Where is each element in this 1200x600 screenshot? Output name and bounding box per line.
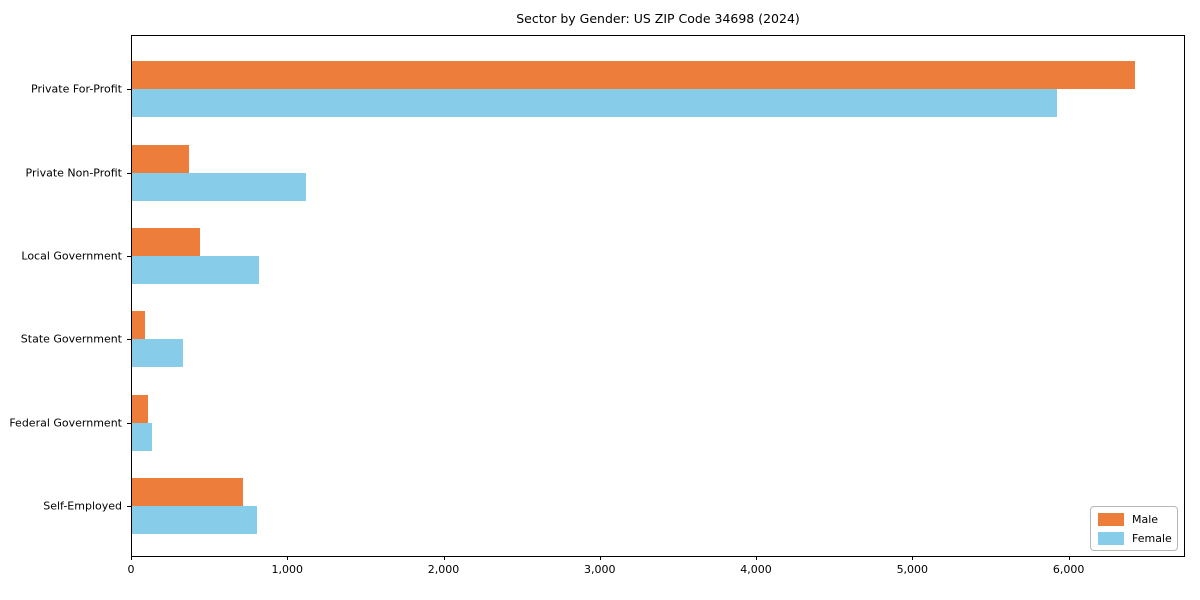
bar-female-private-for-profit: [132, 89, 1058, 118]
x-tick-mark: [131, 556, 132, 560]
x-tick-mark: [912, 556, 914, 560]
y-axis-label: Local Government: [21, 249, 122, 263]
legend-label-female: Female: [1132, 532, 1172, 545]
legend-item-female: Female: [1098, 531, 1172, 546]
y-axis-label: Private For-Profit: [31, 82, 122, 96]
x-tick-mark: [443, 556, 445, 560]
legend-swatch-female-icon: [1098, 532, 1124, 545]
bar-male-local-government: [132, 227, 200, 256]
legend-item-male: Male: [1098, 512, 1170, 527]
y-axis-label: Federal Government: [9, 416, 122, 430]
x-tick-label: 2,000: [427, 563, 460, 576]
bar-male-federal-government: [132, 394, 149, 423]
bar-male-private-for-profit: [132, 61, 1136, 90]
y-tick-mark: [127, 172, 131, 174]
bar-female-state-government: [132, 339, 183, 368]
x-tick-label: 6,000: [1052, 563, 1085, 576]
x-tick-label: 3,000: [584, 563, 616, 576]
bar-female-federal-government: [132, 422, 152, 451]
bar-male-private-non-profit: [132, 144, 189, 173]
y-tick-mark: [127, 339, 131, 341]
legend-label-male: Male: [1132, 513, 1159, 526]
y-axis-labels: Private For-Profit Private Non-Profit Loca…: [0, 0, 122, 600]
y-axis-label: State Government: [20, 332, 122, 346]
bar-male-state-government: [132, 311, 145, 340]
legend: Male Female: [1090, 506, 1178, 551]
y-tick-mark: [127, 505, 131, 507]
bar-male-self-employed: [132, 477, 244, 506]
y-tick-mark: [127, 422, 131, 424]
y-tick-mark: [127, 255, 131, 257]
bar-female-local-government: [132, 255, 259, 284]
legend-swatch-male-icon: [1098, 513, 1124, 526]
chart-title: Sector by Gender: US ZIP Code 34698 (202…: [516, 11, 800, 26]
bar-female-private-non-profit: [132, 172, 307, 201]
y-axis-label: Private Non-Profit: [25, 166, 122, 180]
plot-area: [131, 35, 1185, 557]
bar-female-self-employed: [132, 505, 258, 534]
x-tick-mark: [756, 556, 758, 560]
x-tick-label: 1,000: [271, 563, 304, 576]
x-tick-label: 5,000: [896, 563, 929, 576]
x-tick-label: 4,000: [740, 563, 772, 576]
x-tick-mark: [1068, 556, 1070, 560]
y-tick-mark: [127, 89, 131, 91]
x-tick-mark: [599, 556, 601, 560]
x-tick-label: 0: [127, 563, 135, 576]
x-tick-mark: [287, 556, 289, 560]
y-axis-label: Self-Employed: [43, 499, 122, 513]
